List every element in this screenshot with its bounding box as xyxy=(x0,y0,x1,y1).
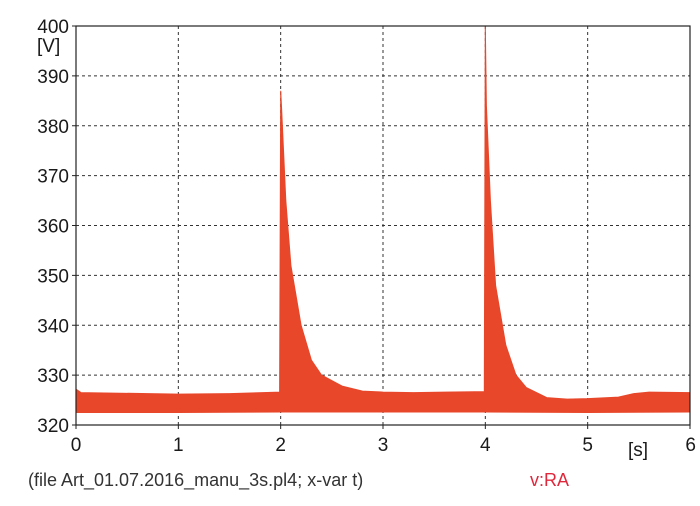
x-tick-label: 4 xyxy=(480,435,491,456)
x-tick-label: 5 xyxy=(582,435,593,456)
footer-variable-label: v:RA xyxy=(530,470,570,490)
grid xyxy=(76,26,690,425)
y-tick-label: 380 xyxy=(37,117,69,138)
y-axis-ticks: 320 330 340 350 360 370 380 390 400 xyxy=(37,17,76,437)
y-tick-label: 330 xyxy=(37,366,69,387)
y-tick-label: 350 xyxy=(37,266,69,287)
x-tick-label: 6 xyxy=(685,435,696,456)
y-axis-unit-label: [V] xyxy=(37,36,60,57)
x-tick-label: 0 xyxy=(71,435,82,456)
y-tick-label: 370 xyxy=(37,167,69,188)
x-tick-label: 3 xyxy=(378,435,389,456)
y-tick-label: 390 xyxy=(37,67,69,88)
footer-file-info: (file Art_01.07.2016_manu_3s.pl4; x-var … xyxy=(28,470,364,490)
series-area-0 xyxy=(75,25,691,414)
y-tick-label: 320 xyxy=(37,416,69,437)
x-axis-unit-label: [s] xyxy=(628,440,648,461)
x-tick-label: 1 xyxy=(173,435,184,456)
y-tick-label: 400 xyxy=(37,17,69,38)
y-tick-label: 340 xyxy=(37,316,69,337)
x-axis-ticks: 0 1 2 3 4 5 6 xyxy=(71,425,696,456)
series-layer xyxy=(75,25,691,414)
y-tick-label: 360 xyxy=(37,217,69,238)
x-tick-label: 2 xyxy=(275,435,286,456)
